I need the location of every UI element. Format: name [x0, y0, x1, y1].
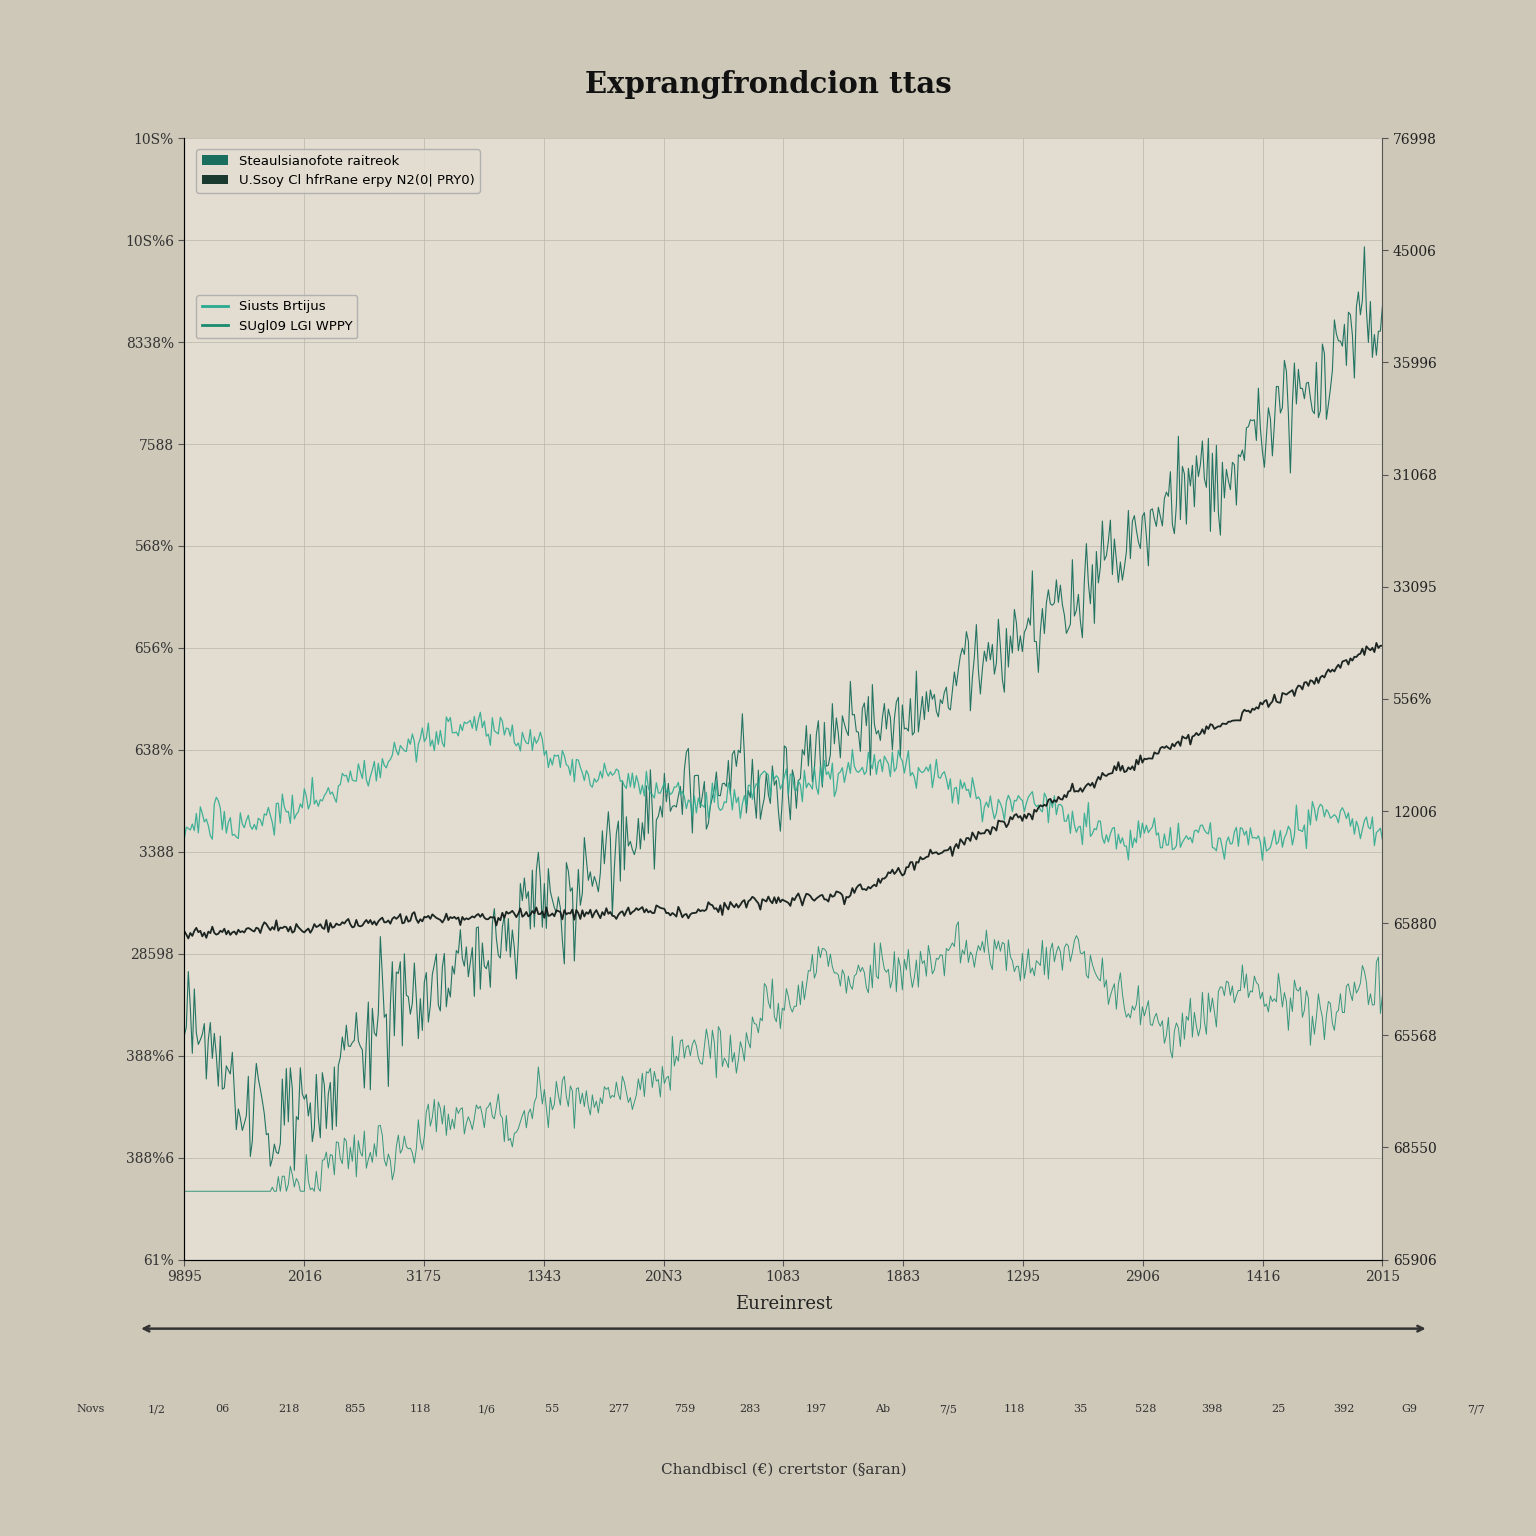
Text: 277: 277 [608, 1404, 630, 1415]
Text: 759: 759 [674, 1404, 696, 1415]
Text: 1/2: 1/2 [147, 1404, 166, 1415]
Text: 528: 528 [1135, 1404, 1157, 1415]
Legend: Siusts Brtijus, SUgl09 LGI WPPY: Siusts Brtijus, SUgl09 LGI WPPY [197, 295, 358, 338]
Text: 197: 197 [806, 1404, 826, 1415]
Text: Ab: Ab [874, 1404, 889, 1415]
Text: 118: 118 [410, 1404, 432, 1415]
Text: 25: 25 [1270, 1404, 1286, 1415]
Text: Novs: Novs [77, 1404, 104, 1415]
Text: 7/5: 7/5 [940, 1404, 957, 1415]
Text: 118: 118 [1003, 1404, 1025, 1415]
Text: 55: 55 [545, 1404, 559, 1415]
Text: G9: G9 [1402, 1404, 1418, 1415]
Text: 398: 398 [1201, 1404, 1223, 1415]
X-axis label: Eureinrest: Eureinrest [734, 1295, 833, 1313]
Text: 35: 35 [1074, 1404, 1087, 1415]
Text: 06: 06 [215, 1404, 230, 1415]
Text: Chandbiscl (€) crertstor (§aran): Chandbiscl (€) crertstor (§aran) [660, 1462, 906, 1476]
Text: Exprangfrondcion ttas: Exprangfrondcion ttas [585, 71, 951, 98]
Text: 218: 218 [278, 1404, 300, 1415]
Text: 1/6: 1/6 [478, 1404, 496, 1415]
Text: 855: 855 [344, 1404, 366, 1415]
Text: 7/7: 7/7 [1467, 1404, 1485, 1415]
Text: 392: 392 [1333, 1404, 1355, 1415]
Text: 283: 283 [740, 1404, 760, 1415]
